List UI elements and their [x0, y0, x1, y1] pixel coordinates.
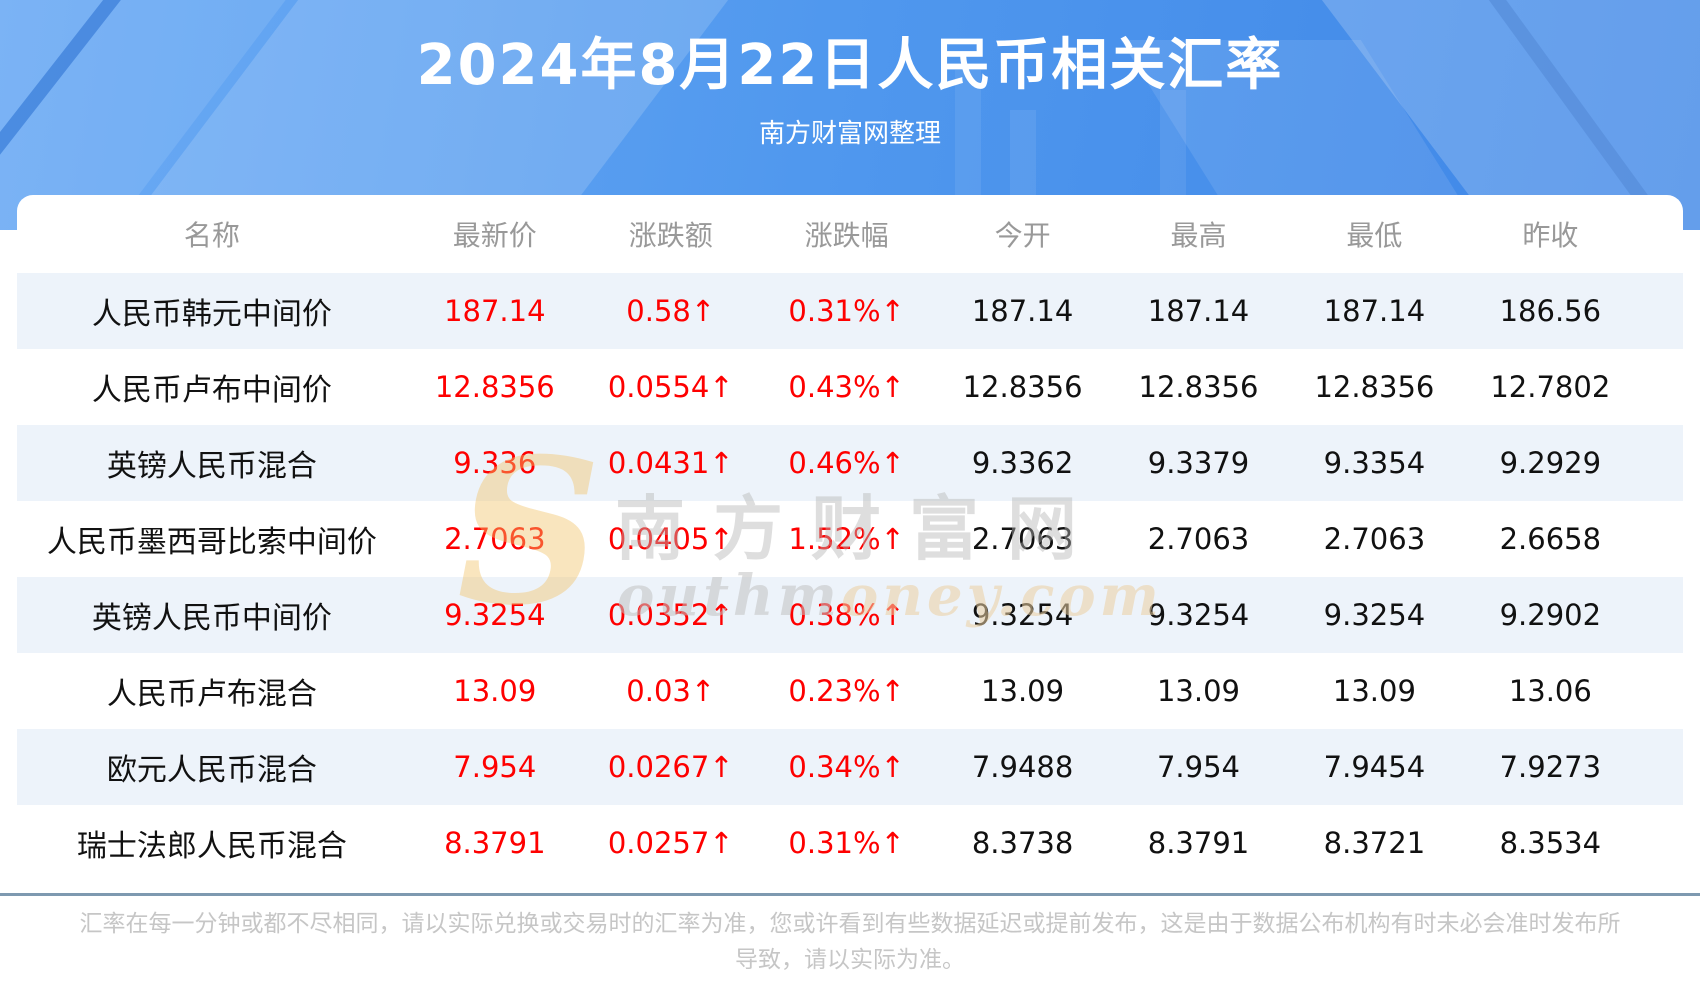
- cell-name: 欧元人民币混合: [106, 753, 317, 788]
- table-row: 欧元人民币混合 7.954 0.0267↑ 0.34%↑ 7.9488 7.954 7.94…: [17, 729, 1683, 805]
- table-row: 人民币墨西哥比索中间价 2.7063 0.0405↑ 1.52%↑ 2.7063 2.70…: [17, 501, 1683, 577]
- cell-change: 0.0554↑: [607, 370, 734, 404]
- column-header: 涨跌额: [628, 219, 713, 252]
- cell-prev-close: 8.3534: [1499, 826, 1602, 860]
- table-header-row: 名称 最新价 涨跌额 涨跌幅 今开 最高 最低 昨收: [17, 195, 1683, 273]
- spacer-cell: [1638, 425, 1683, 501]
- cell-latest: 8.3791: [444, 826, 546, 860]
- cell-change: 0.0405↑: [607, 522, 734, 556]
- cell-low: 7.9454: [1323, 750, 1426, 784]
- cell-high: 13.09: [1156, 674, 1240, 708]
- column-header: 最新价: [452, 219, 537, 252]
- spacer-cell: [1638, 653, 1683, 729]
- cell-change-pct: 1.52%↑: [788, 522, 905, 556]
- table-row: 瑞士法郎人民币混合 8.3791 0.0257↑ 0.31%↑ 8.3738 8.3791…: [17, 805, 1683, 881]
- cell-change-pct: 0.31%↑: [788, 826, 905, 860]
- page-title: 2024年8月22日人民币相关汇率: [416, 33, 1284, 98]
- cell-prev-close: 7.9273: [1499, 750, 1602, 784]
- cell-open: 2.7063: [971, 522, 1074, 556]
- cell-latest: 2.7063: [444, 522, 546, 556]
- cell-change-pct: 0.31%↑: [788, 294, 905, 328]
- cell-prev-close: 13.06: [1508, 674, 1592, 708]
- cell-high: 2.7063: [1147, 522, 1250, 556]
- cell-high: 187.14: [1147, 294, 1250, 328]
- cell-prev-close: 9.2929: [1499, 446, 1602, 480]
- cell-name: 英镑人民币中间价: [91, 601, 332, 636]
- spacer-cell: [1638, 805, 1683, 881]
- cell-open: 8.3738: [971, 826, 1074, 860]
- cell-low: 12.8356: [1314, 370, 1435, 404]
- cell-latest: 187.14: [444, 294, 546, 328]
- cell-high: 9.3379: [1147, 446, 1250, 480]
- cell-prev-close: 9.2902: [1499, 598, 1602, 632]
- cell-open: 9.3254: [971, 598, 1074, 632]
- cell-change-pct: 0.38%↑: [788, 598, 905, 632]
- cell-low: 2.7063: [1323, 522, 1426, 556]
- cell-latest: 9.336: [453, 446, 537, 480]
- spacer-cell: [1638, 729, 1683, 805]
- cell-change: 0.03↑: [626, 674, 716, 708]
- footer-divider: [0, 893, 1700, 896]
- cell-low: 13.09: [1332, 674, 1416, 708]
- rates-table-card: 名称 最新价 涨跌额 涨跌幅 今开 最高 最低 昨收 人民币韩元中间价 187.14 0.58↑ 0…: [17, 195, 1683, 881]
- cell-change: 0.58↑: [626, 294, 716, 328]
- cell-latest: 7.954: [453, 750, 537, 784]
- cell-name: 人民币卢布中间价: [91, 373, 332, 408]
- table-row: 英镑人民币混合 9.336 0.0431↑ 0.46%↑ 9.3362 9.3379 9.3…: [17, 425, 1683, 501]
- cell-open: 12.8356: [962, 370, 1083, 404]
- cell-prev-close: 186.56: [1499, 294, 1602, 328]
- cell-change: 0.0352↑: [607, 598, 734, 632]
- column-header: 今开: [994, 219, 1051, 252]
- cell-change-pct: 0.46%↑: [788, 446, 905, 480]
- cell-low: 9.3354: [1323, 446, 1426, 480]
- cell-high: 9.3254: [1147, 598, 1250, 632]
- cell-open: 9.3362: [971, 446, 1074, 480]
- spacer-cell: [1638, 349, 1683, 425]
- cell-low: 9.3254: [1323, 598, 1426, 632]
- cell-high: 8.3791: [1147, 826, 1250, 860]
- cell-low: 8.3721: [1323, 826, 1426, 860]
- cell-latest: 9.3254: [444, 598, 546, 632]
- column-header: 昨收: [1522, 219, 1579, 252]
- cell-name: 瑞士法郎人民币混合: [76, 829, 347, 864]
- spacer-cell: [1638, 501, 1683, 577]
- cell-change: 0.0257↑: [607, 826, 734, 860]
- cell-name: 英镑人民币混合: [106, 449, 317, 484]
- column-header: 最低: [1346, 219, 1403, 252]
- spacer-cell: [1638, 273, 1683, 349]
- cell-name: 人民币卢布混合: [106, 677, 317, 712]
- cell-change-pct: 0.23%↑: [788, 674, 905, 708]
- column-header: 名称: [183, 219, 240, 252]
- table-row: 人民币韩元中间价 187.14 0.58↑ 0.31%↑ 187.14 187.14 187…: [17, 273, 1683, 349]
- table-row: 人民币卢布混合 13.09 0.03↑ 0.23%↑ 13.09 13.09 13.09 13…: [17, 653, 1683, 729]
- column-header: 最高: [1170, 219, 1227, 252]
- cell-open: 13.09: [981, 674, 1065, 708]
- cell-open: 187.14: [971, 294, 1074, 328]
- spacer-cell: [1638, 577, 1683, 653]
- disclaimer-text: 汇率在每一分钟或都不尽相同，请以实际兑换或交易时的汇率为准，您或许看到有些数据延…: [79, 911, 1621, 973]
- table-row: 人民币卢布中间价 12.8356 0.0554↑ 0.43%↑ 12.8356 12.83…: [17, 349, 1683, 425]
- hero-banner: 2024年8月22日人民币相关汇率 南方财富网整理: [0, 0, 1700, 230]
- cell-name: 人民币韩元中间价: [91, 297, 332, 332]
- cell-latest: 12.8356: [434, 370, 555, 404]
- cell-change: 0.0431↑: [607, 446, 734, 480]
- page-subtitle: 南方财富网整理: [758, 119, 941, 149]
- cell-low: 187.14: [1323, 294, 1426, 328]
- cell-change-pct: 0.34%↑: [788, 750, 905, 784]
- column-header: 涨跌幅: [804, 219, 889, 252]
- cell-change: 0.0267↑: [607, 750, 734, 784]
- cell-high: 7.954: [1156, 750, 1240, 784]
- table-row: 英镑人民币中间价 9.3254 0.0352↑ 0.38%↑ 9.3254 9.3254 9…: [17, 577, 1683, 653]
- cell-name: 人民币墨西哥比索中间价: [46, 525, 377, 560]
- cell-latest: 13.09: [453, 674, 537, 708]
- cell-prev-close: 2.6658: [1499, 522, 1602, 556]
- cell-change-pct: 0.43%↑: [788, 370, 905, 404]
- cell-prev-close: 12.7802: [1490, 370, 1611, 404]
- cell-high: 12.8356: [1138, 370, 1259, 404]
- cell-open: 7.9488: [971, 750, 1074, 784]
- rates-table: 名称 最新价 涨跌额 涨跌幅 今开 最高 最低 昨收 人民币韩元中间价 187.14 0.58↑ 0…: [17, 195, 1683, 881]
